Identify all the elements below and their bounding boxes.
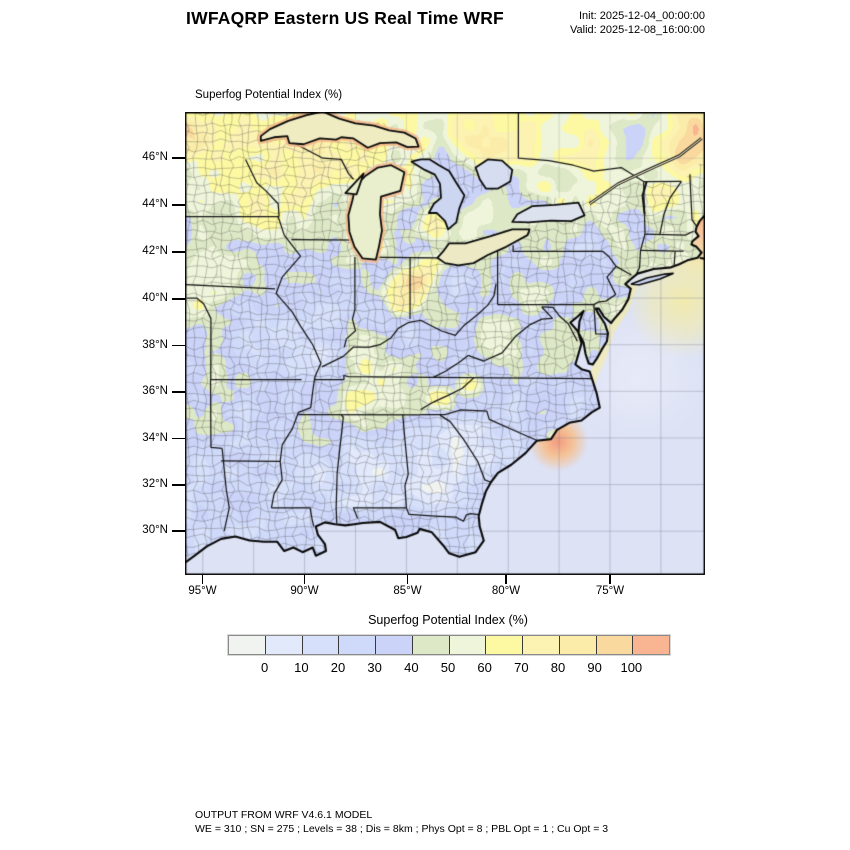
colorbar-cell — [486, 636, 523, 654]
colorbar-title: Superfog Potential Index (%) — [368, 613, 528, 627]
lon-tick-label: 85°W — [393, 585, 422, 597]
lon-tick — [201, 575, 204, 584]
colorbar-cell — [449, 636, 487, 654]
colorbar-tick-label: 80 — [550, 660, 566, 675]
lon-tick-label: 80°W — [491, 585, 521, 597]
lat-tick-label: 40°N — [142, 292, 168, 304]
lat-tick-label: 34°N — [142, 431, 168, 444]
colorbar-tick-label: 60 — [477, 660, 492, 675]
lat-tick-label: 46°N — [142, 151, 168, 163]
footer-line-2: WE = 310 ; SN = 275 ; Levels = 38 ; Dis … — [195, 822, 609, 835]
run-metadata: Init: 2025-12-04_00:00:00 Valid: 2025-12… — [570, 9, 705, 37]
lon-tick-label: 90°W — [290, 585, 319, 597]
lat-tick-label: 30°N — [142, 524, 168, 536]
lat-tick — [172, 391, 185, 393]
lat-tick-label: 44°N — [142, 198, 168, 210]
model-footer: OUTPUT FROM WRF V4.6.1 MODEL WE = 310 ; … — [195, 809, 608, 836]
map-canvas — [185, 112, 705, 575]
colorbar-tick-label: 100 — [620, 660, 643, 675]
field-label: Superfog Potential Index (%) — [195, 89, 343, 101]
lat-tick-label: 36°N — [142, 385, 168, 397]
colorbar-cell — [559, 636, 597, 654]
lat-tick — [172, 530, 185, 532]
footer-line-1: OUTPUT FROM WRF V4.6.1 MODEL — [195, 809, 373, 821]
colorbar-tick-label: 70 — [514, 660, 529, 675]
lon-tick — [406, 575, 409, 584]
colorbar-tick-labels: 0 10 20 30 40 50 60 70 80 90 100 — [228, 660, 668, 676]
page-title: IWFAQRP Eastern US Real Time WRF — [186, 8, 504, 28]
colorbar-cell — [596, 636, 634, 654]
init-time: Init: 2025-12-04_00:00:00 — [579, 10, 705, 22]
colorbar-cell — [376, 636, 413, 654]
lat-tick-label: 38°N — [142, 338, 168, 351]
colorbar-tick-label: 0 — [261, 660, 269, 675]
lat-tick — [172, 298, 185, 300]
valid-time: Valid: 2025-12-08_16:00:00 — [570, 24, 705, 36]
colorbar — [228, 635, 670, 655]
lat-tick — [172, 204, 185, 206]
lon-tick — [505, 575, 507, 584]
colorbar-cell — [633, 636, 669, 654]
lat-tick — [172, 157, 185, 159]
colorbar-tick-label: 20 — [330, 660, 346, 675]
lat-tick — [172, 437, 185, 440]
lat-tick-label: 32°N — [142, 478, 168, 490]
lat-tick — [172, 344, 185, 347]
colorbar-cell — [265, 636, 303, 654]
lon-tick — [303, 575, 306, 584]
lat-tick — [172, 251, 185, 253]
colorbar-cell — [412, 636, 450, 654]
lat-tick-label: 42°N — [142, 245, 168, 257]
colorbar-cell — [229, 636, 266, 654]
colorbar-tick-label: 90 — [587, 660, 602, 675]
lon-tick-label: 75°W — [595, 585, 625, 597]
colorbar-cell — [523, 636, 560, 654]
colorbar-tick-label: 40 — [404, 660, 419, 675]
lon-tick — [609, 575, 611, 584]
lon-tick-label: 95°W — [188, 585, 217, 597]
lat-tick — [172, 484, 185, 486]
colorbar-tick-label: 50 — [440, 660, 456, 675]
colorbar-cell — [302, 636, 340, 654]
map-frame — [185, 112, 705, 575]
colorbar-tick-label: 30 — [367, 660, 382, 675]
colorbar-tick-label: 10 — [294, 660, 309, 675]
colorbar-cell — [339, 636, 376, 654]
